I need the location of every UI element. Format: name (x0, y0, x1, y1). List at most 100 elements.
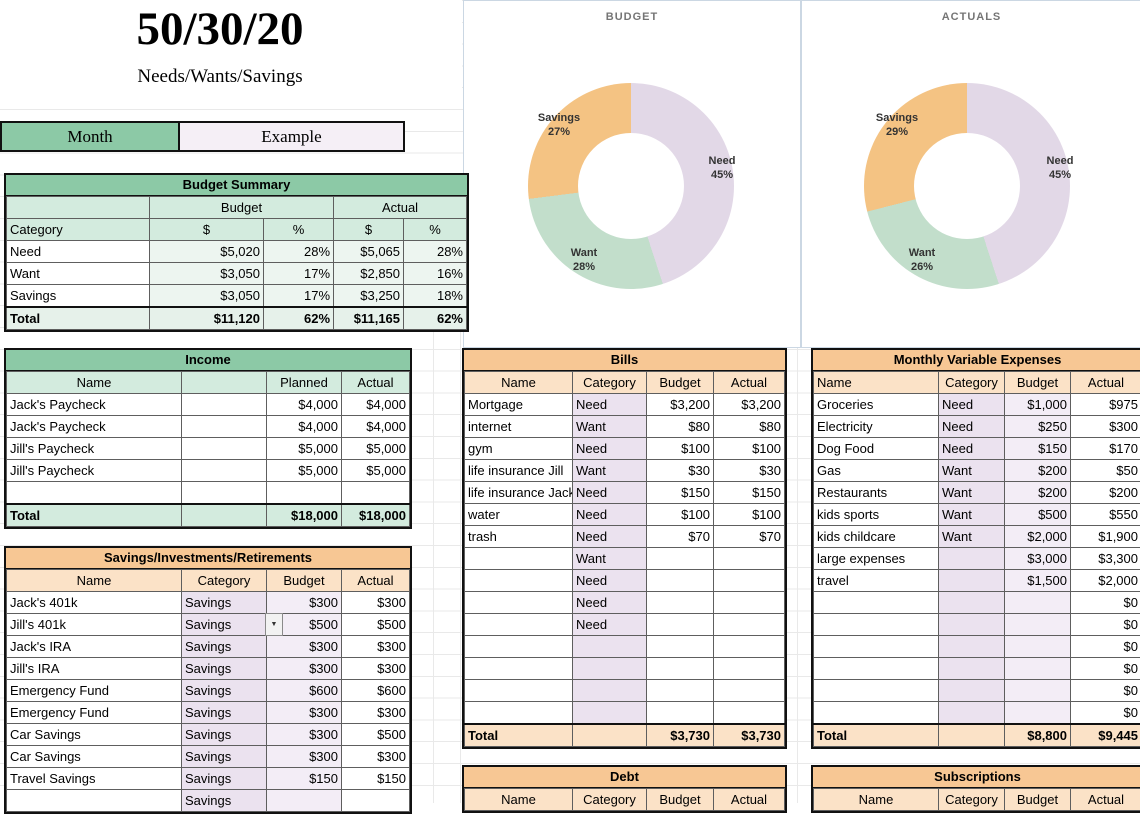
cell-actual[interactable]: $500 (342, 614, 410, 636)
cell-name[interactable]: Jill's Paycheck (7, 438, 182, 460)
cell-name[interactable]: gym (465, 438, 573, 460)
cell-spacer[interactable] (182, 416, 267, 438)
cell-budget[interactable]: $300 (267, 636, 342, 658)
cell-budget[interactable]: $200 (1005, 460, 1071, 482)
cell-name[interactable] (465, 570, 573, 592)
cell-name[interactable]: life insurance Jack (465, 482, 573, 504)
cell-actual[interactable] (714, 680, 785, 702)
cell-budget[interactable]: $300 (267, 702, 342, 724)
cell-budget[interactable] (1005, 702, 1071, 725)
cell-actual[interactable] (342, 790, 410, 812)
cell-category[interactable]: Savings (182, 658, 267, 680)
total-budget[interactable]: $8,800 (1005, 724, 1071, 747)
cell-actual[interactable]: $150 (714, 482, 785, 504)
cell-planned[interactable]: $4,000 (267, 416, 342, 438)
cell-actual[interactable] (714, 636, 785, 658)
column-header[interactable]: Budget (647, 789, 714, 811)
cell-budget[interactable] (647, 570, 714, 592)
cell-category[interactable]: Need (573, 482, 647, 504)
cell-budget[interactable]: $80 (647, 416, 714, 438)
cell-actual[interactable] (714, 658, 785, 680)
cell-budget[interactable] (1005, 680, 1071, 702)
cell-actual[interactable]: $70 (714, 526, 785, 548)
cell-budget[interactable] (1005, 636, 1071, 658)
cell-category[interactable] (573, 680, 647, 702)
column-header[interactable]: Name (7, 372, 182, 394)
cell-category[interactable]: Need (573, 570, 647, 592)
cell-budget-amount[interactable]: $3,050 (150, 263, 264, 285)
cell-actual[interactable]: $3,200 (714, 394, 785, 416)
cell-name[interactable]: Emergency Fund (7, 680, 182, 702)
cell-name[interactable]: Dog Food (814, 438, 939, 460)
cell-budget[interactable]: $1,500 (1005, 570, 1071, 592)
cell-budget[interactable]: $70 (647, 526, 714, 548)
cell-budget[interactable] (647, 658, 714, 680)
cell-budget[interactable]: $300 (267, 658, 342, 680)
column-header[interactable]: Category (939, 789, 1005, 811)
cell-budget[interactable]: $100 (647, 504, 714, 526)
cell-name[interactable]: Emergency Fund (7, 702, 182, 724)
total-budget-percent[interactable]: 62% (264, 307, 334, 330)
cell-category[interactable]: Want (939, 460, 1005, 482)
cell-actual[interactable]: $0 (1071, 592, 1140, 614)
column-header[interactable]: Name (465, 789, 573, 811)
cell-category[interactable] (573, 636, 647, 658)
cell-category[interactable] (939, 548, 1005, 570)
cell-actual[interactable]: $300 (342, 746, 410, 768)
column-header[interactable]: Actual (342, 570, 410, 592)
cell-name[interactable]: Jack's IRA (7, 636, 182, 658)
cell-budget-percent[interactable]: 17% (264, 263, 334, 285)
column-header[interactable]: Actual (1071, 789, 1140, 811)
cell-spacer[interactable] (182, 460, 267, 482)
total-spacer[interactable] (939, 724, 1005, 747)
total-actual[interactable]: $18,000 (342, 504, 410, 527)
cell-actual[interactable]: $300 (342, 636, 410, 658)
cell-name[interactable] (465, 592, 573, 614)
total-actual-amount[interactable]: $11,165 (334, 307, 404, 330)
cell-actual-percent[interactable]: 28% (404, 241, 467, 263)
cell-category[interactable] (573, 658, 647, 680)
cell-name[interactable]: Jack's 401k (7, 592, 182, 614)
cell-spacer[interactable] (182, 438, 267, 460)
cell-category[interactable]: Savings (182, 636, 267, 658)
cell-budget[interactable]: $500 (1005, 504, 1071, 526)
cell-category[interactable]: Need (573, 394, 647, 416)
cell-planned[interactable]: $4,000 (267, 394, 342, 416)
cell-actual[interactable]: $975 (1071, 394, 1140, 416)
cell-spacer[interactable] (182, 482, 267, 505)
cell-category[interactable]: Need (939, 438, 1005, 460)
cell-actual-amount[interactable]: $3,250 (334, 285, 404, 308)
cell-actual[interactable]: $80 (714, 416, 785, 438)
cell-actual[interactable] (714, 548, 785, 570)
cell-actual[interactable]: $4,000 (342, 416, 410, 438)
column-header[interactable]: % (404, 219, 467, 241)
cell-category[interactable] (939, 570, 1005, 592)
cell-budget[interactable] (1005, 658, 1071, 680)
total-actual-percent[interactable]: 62% (404, 307, 467, 330)
column-header[interactable]: % (264, 219, 334, 241)
column-header[interactable]: Budget (1005, 789, 1071, 811)
total-actual[interactable]: $9,445 (1071, 724, 1140, 747)
cell-actual[interactable]: $0 (1071, 702, 1140, 725)
cell-category[interactable]: Want (939, 482, 1005, 504)
cell-budget[interactable] (267, 790, 342, 812)
cell-actual[interactable]: $5,000 (342, 438, 410, 460)
cell-actual[interactable]: $300 (342, 702, 410, 724)
cell-actual[interactable] (342, 482, 410, 505)
cell-name[interactable]: Restaurants (814, 482, 939, 504)
cell-name[interactable] (465, 614, 573, 636)
cell-category[interactable] (939, 592, 1005, 614)
cell-budget[interactable]: $30 (647, 460, 714, 482)
cell-actual[interactable]: $30 (714, 460, 785, 482)
cell-category[interactable] (939, 702, 1005, 725)
cell-budget[interactable] (647, 548, 714, 570)
cell-category[interactable]: Savings (182, 702, 267, 724)
cell-category[interactable]: Need (939, 416, 1005, 438)
cell-name[interactable] (465, 636, 573, 658)
cell-name[interactable] (465, 658, 573, 680)
cell-category[interactable]: Need (7, 241, 150, 263)
cell-name[interactable] (814, 636, 939, 658)
cell-category[interactable]: Need (573, 592, 647, 614)
cell-category[interactable]: Need (573, 504, 647, 526)
cell-name[interactable] (7, 790, 182, 812)
